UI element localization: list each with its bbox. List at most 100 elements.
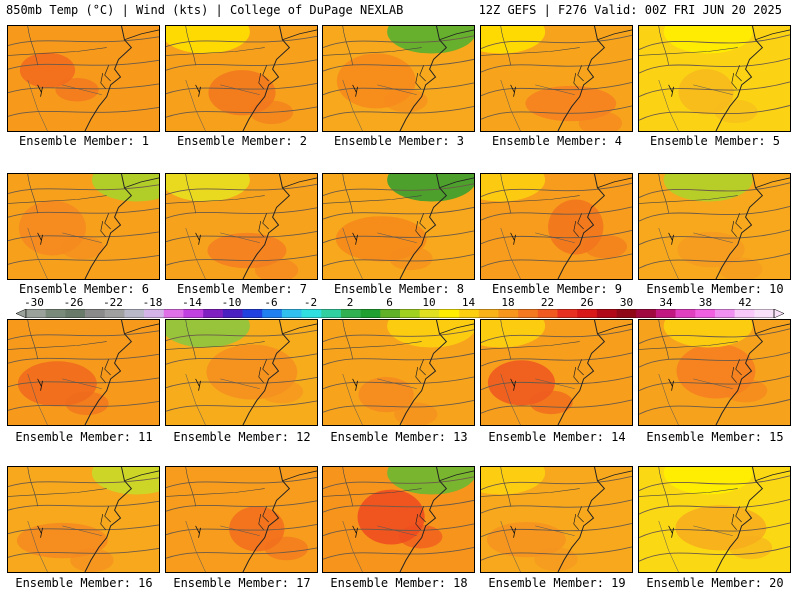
- ensemble-map-panel: [322, 466, 475, 573]
- height-contour: [166, 106, 317, 118]
- height-contour: [8, 207, 159, 218]
- chart-title: 850mb Temp (°C) | Wind (kts) | College o…: [6, 3, 404, 17]
- height-contour: [639, 375, 790, 392]
- colorbar-tick-label: -22: [103, 296, 123, 309]
- chesapeake-bay: [573, 506, 584, 531]
- colorbar-swatch: [203, 309, 224, 318]
- colorbar-swatch: [695, 309, 716, 318]
- ensemble-map-panel: [638, 319, 791, 426]
- ensemble-member-label: Ensemble Member: 11: [15, 430, 153, 444]
- coastline: [557, 320, 606, 425]
- height-contour: [8, 353, 159, 364]
- height-contour: [639, 399, 790, 415]
- cool-area: [481, 320, 546, 348]
- colorbar-swatch: [714, 309, 735, 318]
- wind-barb: [195, 378, 201, 391]
- colorbar-tick-label: 34: [659, 296, 673, 309]
- colorbar-swatch: [655, 309, 676, 318]
- coastline: [399, 174, 448, 279]
- colorbar-swatch: [498, 309, 519, 318]
- colorbar-tick-label: 30: [619, 296, 634, 309]
- wind-barb: [510, 84, 516, 97]
- chesapeake-bay: [415, 506, 426, 531]
- height-contour: [639, 205, 790, 222]
- coastline: [84, 467, 133, 572]
- height-contour: [481, 182, 632, 197]
- ensemble-map-panel: [480, 173, 633, 280]
- height-contour: [481, 81, 632, 97]
- ensemble-map-panel: [165, 319, 318, 426]
- height-contour: [166, 230, 317, 243]
- colorbar-swatch: [262, 309, 283, 318]
- colorbar-swatch: [459, 309, 480, 318]
- colorbar-tick-label: -6: [264, 296, 278, 309]
- height-contour: [639, 229, 790, 246]
- ensemble-map-panel: [165, 173, 318, 280]
- wind-barb: [668, 525, 674, 538]
- cool-area: [387, 467, 474, 495]
- colorbar-tick-label: -2: [303, 296, 318, 309]
- height-contour: [639, 182, 790, 198]
- ensemble-member-label: Ensemble Member: 7: [176, 282, 308, 296]
- ensemble-map-panel: [7, 25, 160, 132]
- height-contour: [166, 500, 317, 512]
- height-contour: [8, 59, 159, 70]
- coastline: [399, 320, 448, 425]
- cool-area: [481, 26, 546, 54]
- height-contour: [8, 477, 159, 488]
- colorbar-swatch: [222, 309, 243, 318]
- height-contour: [166, 207, 317, 219]
- colorbar-swatch: [104, 309, 125, 318]
- height-contour: [323, 82, 474, 96]
- height-contour: [8, 231, 159, 242]
- height-contour: [166, 183, 317, 196]
- coastline: [399, 467, 448, 572]
- cool-area: [663, 26, 753, 54]
- height-contour: [639, 34, 790, 50]
- wind-barb: [510, 232, 516, 245]
- colorbar-tick-label: 26: [580, 296, 594, 309]
- coastline: [84, 320, 133, 425]
- wind-barb: [668, 232, 674, 245]
- wind-barb: [510, 378, 516, 391]
- height-contour: [8, 401, 159, 411]
- chesapeake-bay: [258, 213, 269, 238]
- height-contour: [639, 57, 790, 74]
- cool-area: [481, 467, 546, 495]
- chesapeake-bay: [415, 359, 426, 384]
- height-contour: [8, 330, 159, 341]
- colorbar-swatch: [537, 309, 558, 318]
- colorbar-swatch: [557, 309, 578, 318]
- colorbar-tick-label: 18: [501, 296, 515, 309]
- height-contour: [8, 377, 159, 388]
- height-contour: [639, 328, 790, 344]
- height-contour: [481, 499, 632, 514]
- wind-barb: [37, 232, 43, 245]
- height-contour: [481, 375, 632, 391]
- cool-area: [387, 174, 474, 202]
- coastline: [557, 26, 606, 131]
- height-contour: [323, 58, 474, 72]
- ensemble-map-panel: [322, 25, 475, 132]
- colorbar-tick-label: 42: [738, 296, 752, 309]
- wind-barb: [510, 525, 516, 538]
- ensemble-map-panel: [7, 173, 160, 280]
- colorbar-swatch: [65, 309, 86, 318]
- wind-barb: [195, 525, 201, 538]
- height-contour: [639, 105, 790, 121]
- ensemble-map-panel: [322, 319, 475, 426]
- height-contour: [481, 58, 632, 73]
- colorbar-tick-label: 22: [540, 296, 555, 309]
- height-contour: [166, 400, 317, 412]
- ensemble-map-panel: [480, 319, 633, 426]
- wind-barb: [37, 84, 43, 97]
- ensemble-member-label: Ensemble Member: 3: [333, 134, 465, 148]
- ensemble-member-label: Ensemble Member: 1: [18, 134, 150, 148]
- height-contour: [166, 547, 317, 559]
- colorbar-swatch: [301, 309, 322, 318]
- chesapeake-bay: [731, 359, 742, 384]
- ensemble-member-label: Ensemble Member: 5: [649, 134, 781, 148]
- chesapeake-bay: [100, 65, 111, 90]
- colorbar-swatch: [360, 309, 381, 318]
- height-contour: [639, 351, 790, 368]
